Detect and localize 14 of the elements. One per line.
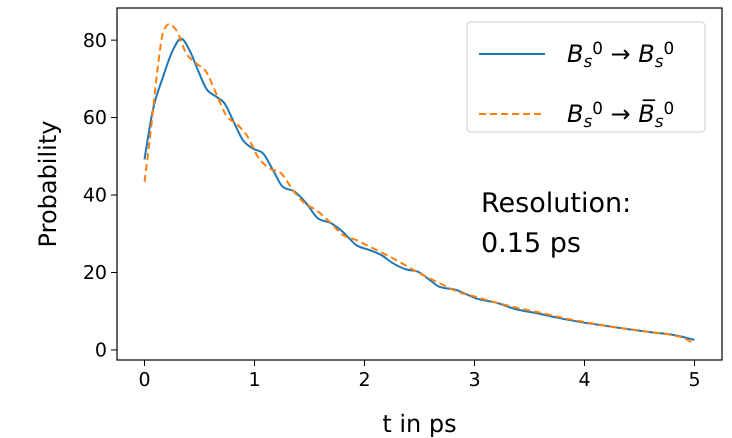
y-tick-label: 80 — [82, 30, 107, 52]
x-tick-label: 3 — [468, 369, 481, 391]
x-tick-label: 5 — [688, 369, 701, 391]
x-axis-title: t in ps — [382, 410, 457, 438]
annotation: Resolution: 0.15 ps — [481, 188, 632, 259]
y-tick-label: 60 — [82, 107, 107, 130]
x-tick-label: 1 — [248, 369, 261, 391]
x-tick-label: 4 — [578, 369, 591, 391]
x-tick-label: 0 — [138, 369, 151, 391]
y-tick-label: 40 — [82, 184, 107, 207]
y-axis-title: Probability — [34, 120, 62, 248]
x-tick-label: 2 — [358, 369, 371, 391]
y-tick-label: 20 — [82, 262, 107, 284]
y-tick-label: 0 — [94, 340, 107, 362]
